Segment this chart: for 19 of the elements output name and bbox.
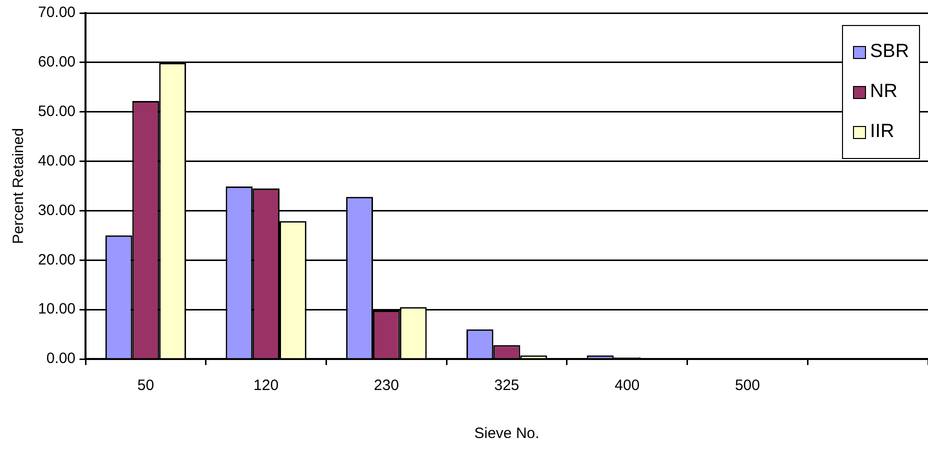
y-tick-label: 60.00 (38, 54, 76, 71)
y-tick-label: 50.00 (38, 103, 76, 120)
legend-label: IIR (870, 121, 894, 143)
y-axis-title: Percent Retained (10, 128, 28, 244)
legend-label: NR (870, 81, 898, 103)
x-tick-label: 120 (254, 377, 279, 394)
y-tick-label: 40.00 (38, 152, 76, 170)
x-tick-label: 325 (494, 377, 520, 394)
y-tick-label: 0.00 (46, 350, 76, 368)
y-tick-label: 10.00 (38, 300, 76, 318)
x-axis-title: Sieve No. (474, 425, 540, 442)
x-tick-label: 400 (614, 377, 640, 394)
y-tick-label: 30.00 (38, 202, 76, 219)
legend-label: SBR (870, 41, 910, 63)
y-tick-label: 20.00 (38, 251, 76, 268)
x-tick-label: 50 (137, 377, 154, 394)
x-tick-label: 230 (374, 377, 399, 394)
x-tick-label: 500 (734, 377, 760, 394)
y-tick-label: 70.00 (38, 4, 76, 22)
